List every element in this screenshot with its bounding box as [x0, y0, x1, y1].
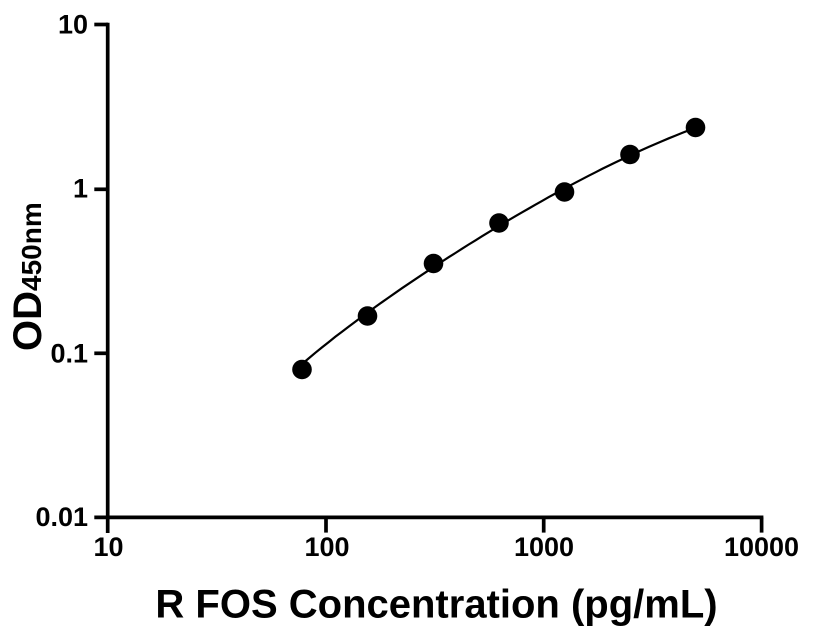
svg-text:1: 1	[73, 174, 88, 204]
svg-text:R FOS Concentration (pg/mL): R FOS Concentration (pg/mL)	[155, 583, 717, 627]
svg-text:10: 10	[93, 532, 123, 562]
svg-text:1000: 1000	[514, 532, 574, 562]
svg-text:0.1: 0.1	[50, 339, 88, 369]
svg-text:10: 10	[58, 10, 88, 40]
svg-text:10000: 10000	[724, 532, 799, 562]
svg-text:0.01: 0.01	[35, 502, 88, 532]
svg-text:100: 100	[304, 532, 349, 562]
